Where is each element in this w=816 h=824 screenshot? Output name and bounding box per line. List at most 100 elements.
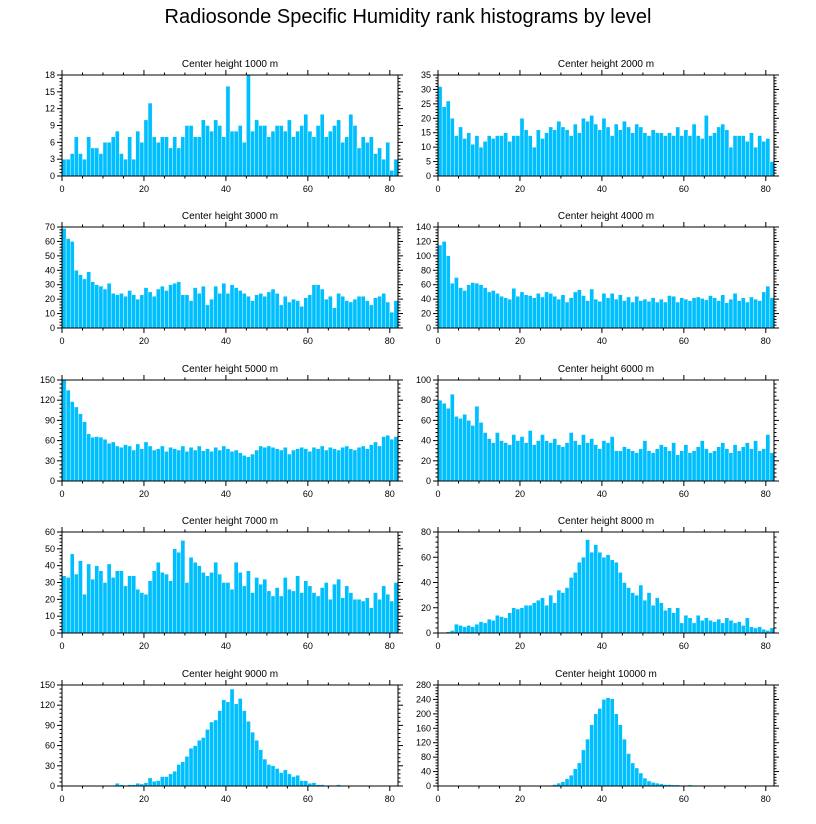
histogram-bar	[209, 451, 214, 482]
histogram-bar	[250, 592, 255, 634]
histogram-bar	[119, 293, 124, 329]
histogram-bar	[197, 565, 202, 634]
y-tick-label: 70	[45, 222, 55, 232]
panel-frame	[61, 684, 399, 787]
x-tick-label: 0	[59, 794, 64, 804]
histogram-bar	[225, 293, 231, 329]
histogram-bar	[385, 435, 391, 482]
histogram-bar	[695, 135, 701, 177]
histogram-bar	[679, 297, 685, 329]
histogram-bar	[564, 442, 570, 482]
histogram-bar	[217, 293, 223, 329]
histogram-bar	[589, 552, 594, 634]
histogram-bar	[373, 297, 378, 329]
histogram-bar	[106, 443, 112, 482]
histogram-panel-6: Center height 6000 m 0 20 40 60 80 100 0 20 40 60 8…	[416, 364, 779, 499]
histogram-bar	[143, 441, 149, 482]
x-tick-label: 0	[435, 184, 440, 194]
histogram-bar	[511, 135, 517, 177]
histogram-bar	[478, 621, 484, 634]
histogram-bar	[115, 570, 120, 634]
histogram-bar	[687, 452, 693, 482]
histogram-bar	[507, 298, 512, 329]
histogram-bar	[503, 132, 508, 177]
panel-title: Center height 6000 m	[558, 364, 654, 375]
y-tick-label: 9	[50, 121, 55, 131]
histogram-bar	[724, 448, 730, 482]
histogram-bar	[344, 585, 350, 634]
histogram-bar	[110, 577, 116, 634]
histogram-bar	[560, 592, 566, 634]
histogram-bar	[373, 441, 378, 482]
histogram-bar	[663, 301, 668, 329]
histogram-bar	[336, 119, 341, 177]
histogram-bar	[225, 582, 231, 634]
histogram-bar	[356, 296, 362, 329]
histogram-bar	[544, 132, 549, 177]
x-tick-label: 40	[597, 794, 607, 804]
histogram-bar	[577, 132, 582, 177]
histogram-bar	[283, 130, 288, 177]
panel-title: Center height 4000 m	[558, 211, 654, 222]
histogram-bar	[217, 125, 223, 177]
histogram-bar	[295, 775, 300, 787]
histogram-bar	[593, 713, 599, 787]
y-tick-label: 120	[40, 395, 55, 405]
histogram-bar	[192, 287, 198, 329]
histogram-bar	[258, 293, 263, 329]
x-tick-label: 40	[221, 184, 231, 194]
histogram-bar	[618, 724, 623, 787]
panel-frame	[437, 684, 775, 787]
x-tick-label: 80	[761, 489, 771, 499]
histogram-bar	[123, 296, 128, 329]
histogram-bar	[573, 572, 578, 634]
histogram-bar	[225, 701, 231, 787]
histogram-bar	[385, 142, 391, 177]
histogram-bar	[86, 563, 91, 634]
histogram-bar	[491, 290, 496, 329]
histogram-bar	[728, 620, 734, 634]
histogram-bar	[299, 306, 304, 329]
histogram-bar	[728, 452, 734, 482]
histogram-bar	[389, 600, 395, 634]
y-tick-label: 50	[45, 544, 55, 554]
histogram-bar	[482, 432, 488, 482]
histogram-bar	[441, 403, 447, 482]
x-tick-label: 20	[139, 184, 149, 194]
histogram-bar	[716, 126, 721, 177]
panel-title: Center height 5000 m	[182, 364, 278, 375]
histogram-bar	[618, 129, 623, 177]
page-title: Radiosonde Specific Humidity rank histog…	[164, 6, 652, 28]
histogram-bar	[115, 445, 120, 482]
histogram-bar	[560, 446, 566, 482]
y-tick-label: 80	[421, 752, 431, 762]
histogram-bar	[605, 297, 611, 329]
histogram-bar	[172, 448, 177, 482]
histogram-bar	[687, 135, 693, 177]
histogram-bar	[291, 136, 296, 177]
histogram-bar	[160, 285, 165, 329]
histogram-bar	[131, 294, 136, 329]
histogram-bar	[184, 294, 190, 329]
histogram-bar	[307, 130, 313, 177]
histogram-bar	[180, 761, 186, 787]
histogram-bar	[478, 422, 484, 482]
histogram-bar	[495, 293, 500, 329]
histogram-bar	[344, 136, 350, 177]
histogram-bar	[131, 158, 136, 177]
histogram-bar	[564, 587, 570, 634]
histogram-bar	[184, 451, 190, 482]
histogram-bar	[724, 617, 730, 634]
histogram-bar	[503, 617, 508, 634]
histogram-bar	[381, 436, 386, 482]
y-tick-label: 120	[416, 236, 431, 246]
histogram-bar	[229, 451, 235, 482]
histogram-bar	[577, 762, 582, 787]
histogram-bar	[262, 578, 268, 634]
y-tick-label: 30	[45, 456, 55, 466]
histogram-bar	[172, 548, 177, 634]
x-tick-label: 20	[139, 336, 149, 346]
histogram-bar	[233, 562, 239, 634]
histogram-bar	[593, 298, 599, 329]
histogram-bar	[462, 138, 467, 177]
